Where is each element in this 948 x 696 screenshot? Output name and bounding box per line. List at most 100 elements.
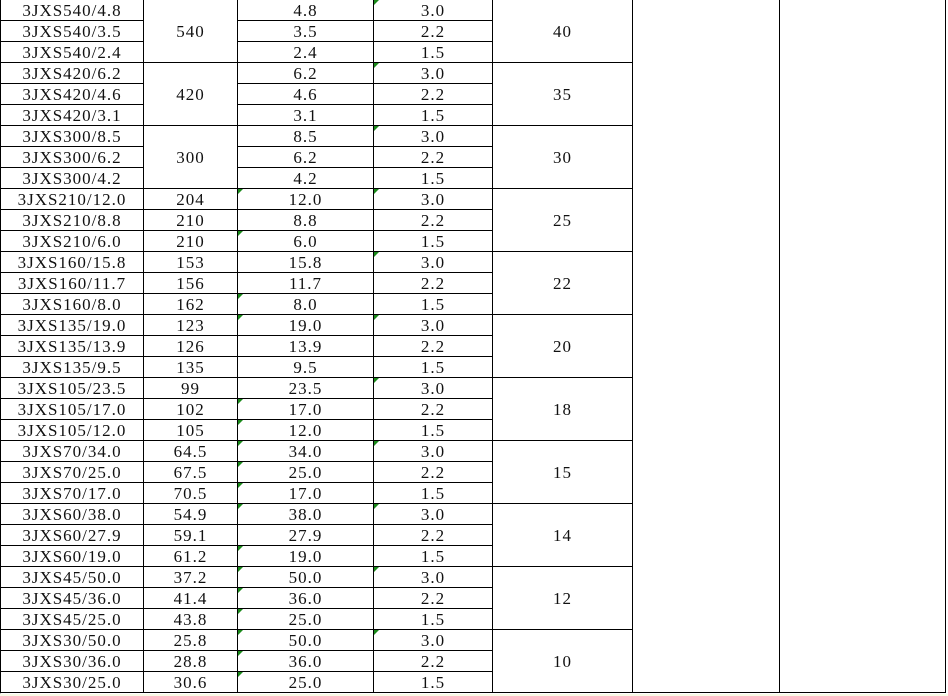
- speed-cell[interactable]: 156: [143, 272, 238, 294]
- power-cell[interactable]: 2.2: [373, 461, 493, 483]
- speed-cell[interactable]: 135: [143, 356, 238, 378]
- value-cell[interactable]: 8.8: [237, 209, 374, 231]
- model-cell[interactable]: 3JXS70/17.0: [0, 482, 144, 504]
- value-cell[interactable]: 17.0: [237, 482, 374, 504]
- group-value-cell[interactable]: 35: [492, 62, 633, 126]
- speed-cell[interactable]: 540: [143, 0, 238, 63]
- value-cell[interactable]: 3.1: [237, 104, 374, 126]
- power-cell[interactable]: 2.2: [373, 83, 493, 105]
- power-cell[interactable]: 2.2: [373, 524, 493, 546]
- speed-cell[interactable]: 64.5: [143, 440, 238, 462]
- model-cell[interactable]: 3JXS210/6.0: [0, 230, 144, 252]
- power-cell[interactable]: 3.0: [373, 251, 493, 273]
- model-cell[interactable]: 3JXS105/12.0: [0, 419, 144, 441]
- model-cell[interactable]: 3JXS30/36.0: [0, 650, 144, 672]
- model-cell[interactable]: 3JXS45/25.0: [0, 608, 144, 630]
- model-cell[interactable]: 3JXS300/4.2: [0, 167, 144, 189]
- model-cell[interactable]: 3JXS210/12.0: [0, 188, 144, 210]
- value-cell[interactable]: 17.0: [237, 398, 374, 420]
- value-cell[interactable]: 34.0: [237, 440, 374, 462]
- power-cell[interactable]: 1.5: [373, 104, 493, 126]
- value-cell[interactable]: 38.0: [237, 503, 374, 525]
- model-cell[interactable]: 3JXS420/4.6: [0, 83, 144, 105]
- model-cell[interactable]: 3JXS30/50.0: [0, 629, 144, 651]
- model-cell[interactable]: 3JXS160/8.0: [0, 293, 144, 315]
- power-cell[interactable]: 3.0: [373, 62, 493, 84]
- power-cell[interactable]: 1.5: [373, 293, 493, 315]
- model-cell[interactable]: 3JXS45/36.0: [0, 587, 144, 609]
- speed-cell[interactable]: 420: [143, 62, 238, 126]
- model-cell[interactable]: 3JXS160/11.7: [0, 272, 144, 294]
- speed-cell[interactable]: 105: [143, 419, 238, 441]
- model-cell[interactable]: 3JXS300/6.2: [0, 146, 144, 168]
- power-cell[interactable]: 2.2: [373, 650, 493, 672]
- power-cell[interactable]: 1.5: [373, 167, 493, 189]
- speed-cell[interactable]: 41.4: [143, 587, 238, 609]
- group-value-cell[interactable]: 14: [492, 503, 633, 567]
- model-cell[interactable]: 3JXS30/25.0: [0, 671, 144, 693]
- speed-cell[interactable]: 67.5: [143, 461, 238, 483]
- value-cell[interactable]: 50.0: [237, 566, 374, 588]
- blank-cell-g[interactable]: [779, 0, 946, 693]
- power-cell[interactable]: 2.2: [373, 20, 493, 42]
- speed-cell[interactable]: 210: [143, 209, 238, 231]
- model-cell[interactable]: 3JXS160/15.8: [0, 251, 144, 273]
- model-cell[interactable]: 3JXS135/13.9: [0, 335, 144, 357]
- model-cell[interactable]: 3JXS60/38.0: [0, 503, 144, 525]
- value-cell[interactable]: 4.2: [237, 167, 374, 189]
- value-cell[interactable]: 4.8: [237, 0, 374, 21]
- model-cell[interactable]: 3JXS420/3.1: [0, 104, 144, 126]
- group-value-cell[interactable]: 12: [492, 566, 633, 630]
- power-cell[interactable]: 3.0: [373, 314, 493, 336]
- speed-cell[interactable]: 102: [143, 398, 238, 420]
- value-cell[interactable]: 9.5: [237, 356, 374, 378]
- value-cell[interactable]: 4.6: [237, 83, 374, 105]
- model-cell[interactable]: 3JXS60/27.9: [0, 524, 144, 546]
- speed-cell[interactable]: 70.5: [143, 482, 238, 504]
- power-cell[interactable]: 1.5: [373, 41, 493, 63]
- power-cell[interactable]: 3.0: [373, 566, 493, 588]
- speed-cell[interactable]: 210: [143, 230, 238, 252]
- power-cell[interactable]: 3.0: [373, 377, 493, 399]
- power-cell[interactable]: 1.5: [373, 608, 493, 630]
- speed-cell[interactable]: 300: [143, 125, 238, 189]
- power-cell[interactable]: 2.2: [373, 146, 493, 168]
- model-cell[interactable]: 3JXS60/19.0: [0, 545, 144, 567]
- model-cell[interactable]: 3JXS135/19.0: [0, 314, 144, 336]
- power-cell[interactable]: 3.0: [373, 629, 493, 651]
- value-cell[interactable]: 15.8: [237, 251, 374, 273]
- value-cell[interactable]: 12.0: [237, 419, 374, 441]
- power-cell[interactable]: 2.2: [373, 335, 493, 357]
- speed-cell[interactable]: 153: [143, 251, 238, 273]
- group-value-cell[interactable]: 20: [492, 314, 633, 378]
- value-cell[interactable]: 23.5: [237, 377, 374, 399]
- value-cell[interactable]: 25.0: [237, 671, 374, 693]
- value-cell[interactable]: 3.5: [237, 20, 374, 42]
- group-value-cell[interactable]: 40: [492, 0, 633, 63]
- speed-cell[interactable]: 204: [143, 188, 238, 210]
- value-cell[interactable]: 8.5: [237, 125, 374, 147]
- value-cell[interactable]: 36.0: [237, 587, 374, 609]
- power-cell[interactable]: 3.0: [373, 503, 493, 525]
- value-cell[interactable]: 19.0: [237, 545, 374, 567]
- value-cell[interactable]: 12.0: [237, 188, 374, 210]
- value-cell[interactable]: 6.2: [237, 62, 374, 84]
- group-value-cell[interactable]: 10: [492, 629, 633, 693]
- model-cell[interactable]: 3JXS70/34.0: [0, 440, 144, 462]
- power-cell[interactable]: 3.0: [373, 0, 493, 21]
- value-cell[interactable]: 19.0: [237, 314, 374, 336]
- power-cell[interactable]: 3.0: [373, 440, 493, 462]
- power-cell[interactable]: 2.2: [373, 587, 493, 609]
- value-cell[interactable]: 27.9: [237, 524, 374, 546]
- value-cell[interactable]: 50.0: [237, 629, 374, 651]
- model-cell[interactable]: 3JXS540/3.5: [0, 20, 144, 42]
- power-cell[interactable]: 2.2: [373, 209, 493, 231]
- power-cell[interactable]: 1.5: [373, 671, 493, 693]
- value-cell[interactable]: 6.0: [237, 230, 374, 252]
- model-cell[interactable]: 3JXS105/17.0: [0, 398, 144, 420]
- value-cell[interactable]: 25.0: [237, 461, 374, 483]
- value-cell[interactable]: 25.0: [237, 608, 374, 630]
- speed-cell[interactable]: 126: [143, 335, 238, 357]
- speed-cell[interactable]: 28.8: [143, 650, 238, 672]
- power-cell[interactable]: 1.5: [373, 545, 493, 567]
